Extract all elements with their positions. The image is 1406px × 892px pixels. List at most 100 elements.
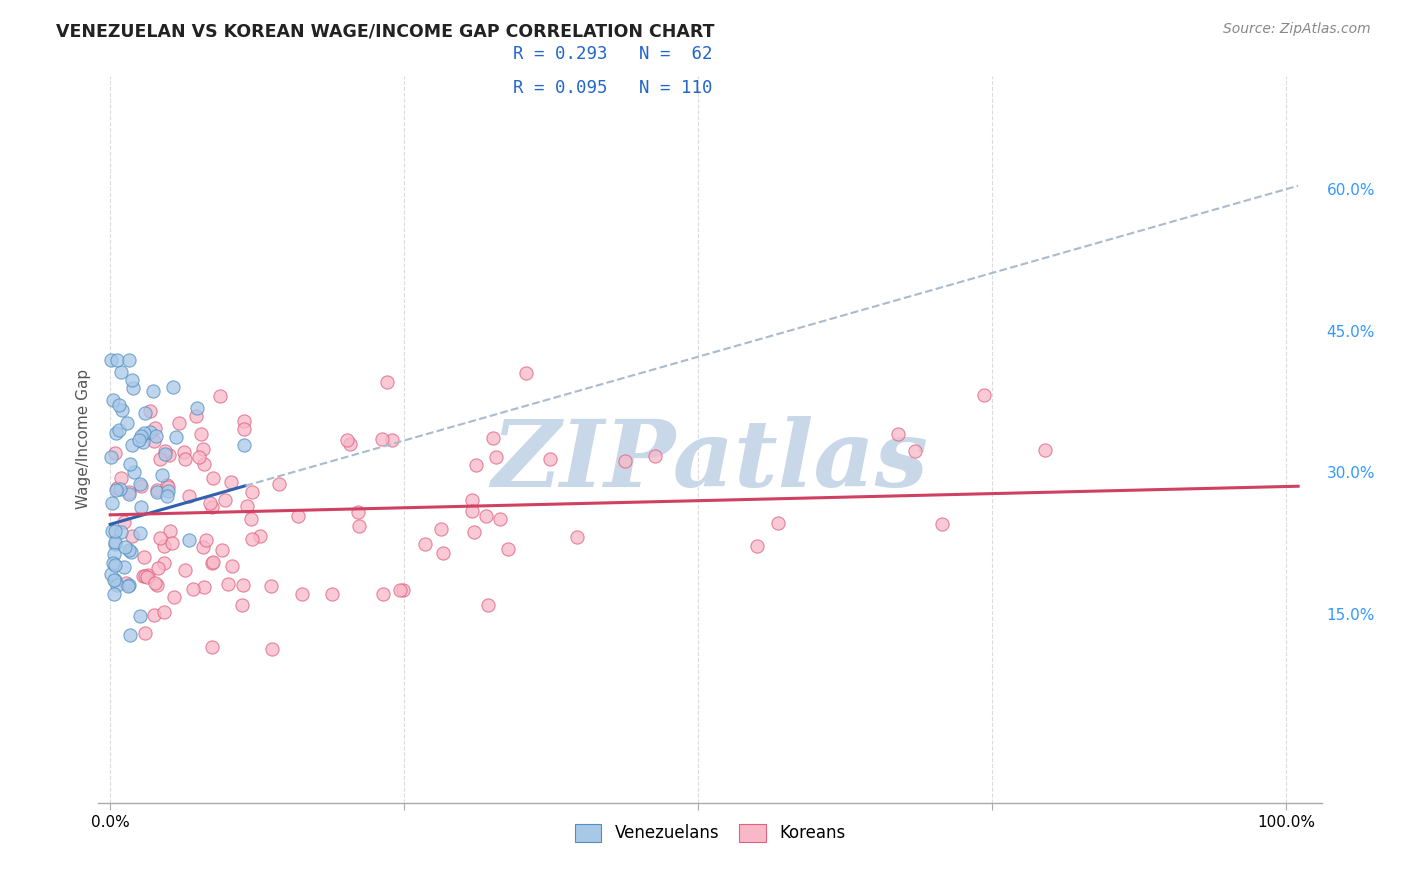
Point bbox=[179, 533, 201, 548]
Point bbox=[157, 483, 180, 498]
Point bbox=[538, 452, 561, 467]
Point bbox=[233, 414, 256, 428]
Point bbox=[371, 432, 394, 446]
Point bbox=[485, 450, 508, 464]
Point bbox=[100, 496, 122, 510]
Text: Source: ZipAtlas.com: Source: ZipAtlas.com bbox=[1223, 22, 1371, 37]
Point bbox=[267, 476, 290, 491]
Point bbox=[118, 485, 141, 500]
Point bbox=[110, 403, 132, 417]
Text: VENEZUELAN VS KOREAN WAGE/INCOME GAP CORRELATION CHART: VENEZUELAN VS KOREAN WAGE/INCOME GAP COR… bbox=[56, 22, 714, 40]
Point bbox=[931, 516, 953, 531]
Point bbox=[232, 578, 254, 592]
Point bbox=[165, 430, 187, 444]
Point bbox=[186, 401, 208, 415]
Point bbox=[100, 567, 122, 582]
Point bbox=[100, 450, 122, 465]
Point bbox=[477, 598, 499, 612]
Point bbox=[104, 483, 127, 497]
Text: ZIPatlas: ZIPatlas bbox=[492, 417, 928, 506]
Point bbox=[117, 416, 139, 430]
Point bbox=[482, 431, 505, 445]
Point bbox=[496, 542, 519, 557]
Point bbox=[104, 537, 127, 551]
Point bbox=[131, 500, 153, 515]
Point bbox=[432, 546, 454, 560]
Point bbox=[371, 586, 394, 600]
Point bbox=[321, 587, 343, 601]
Point bbox=[104, 558, 127, 572]
Point bbox=[117, 579, 139, 593]
Point bbox=[173, 563, 195, 577]
Point bbox=[198, 496, 221, 510]
Point bbox=[118, 353, 141, 368]
Point bbox=[157, 448, 180, 462]
Point bbox=[232, 422, 254, 436]
Point bbox=[104, 426, 127, 441]
Point bbox=[105, 577, 128, 591]
Point bbox=[105, 353, 128, 368]
Point bbox=[153, 447, 176, 461]
Point bbox=[118, 578, 141, 592]
Point bbox=[156, 478, 179, 492]
Point bbox=[128, 609, 150, 624]
Point bbox=[465, 458, 488, 472]
Point bbox=[193, 442, 215, 456]
Point bbox=[100, 353, 122, 368]
Point bbox=[112, 560, 135, 574]
Point bbox=[149, 532, 172, 546]
Point bbox=[142, 434, 165, 449]
Point bbox=[463, 524, 485, 539]
Point bbox=[101, 393, 124, 408]
Point bbox=[156, 489, 179, 503]
Point bbox=[121, 529, 143, 543]
Point bbox=[145, 578, 167, 592]
Point bbox=[211, 542, 233, 557]
Point bbox=[193, 457, 215, 471]
Point bbox=[167, 416, 190, 430]
Point bbox=[219, 475, 242, 490]
Point bbox=[153, 556, 176, 570]
Point bbox=[214, 492, 236, 507]
Point bbox=[120, 457, 142, 471]
Point bbox=[163, 590, 186, 604]
Point bbox=[107, 398, 129, 412]
Point bbox=[128, 433, 150, 447]
Point bbox=[112, 515, 135, 529]
Point bbox=[201, 556, 224, 570]
Point bbox=[159, 524, 181, 538]
Point bbox=[142, 384, 165, 398]
Point bbox=[181, 582, 204, 596]
Point bbox=[107, 423, 129, 437]
Point bbox=[129, 479, 152, 493]
Point bbox=[231, 598, 253, 612]
Point bbox=[347, 505, 370, 519]
Point bbox=[150, 467, 173, 482]
Point bbox=[145, 576, 167, 591]
Point bbox=[388, 582, 411, 597]
Point bbox=[156, 480, 179, 494]
Point bbox=[188, 450, 211, 464]
Point bbox=[377, 375, 399, 389]
Point bbox=[474, 508, 496, 523]
Point bbox=[904, 443, 927, 458]
Point bbox=[413, 536, 436, 550]
Point bbox=[644, 450, 666, 464]
Point bbox=[104, 573, 127, 587]
Point bbox=[145, 483, 167, 497]
Point bbox=[105, 481, 128, 495]
Point bbox=[515, 366, 537, 380]
Point bbox=[148, 561, 170, 575]
Point bbox=[177, 489, 200, 503]
Point bbox=[132, 569, 155, 583]
Point bbox=[103, 573, 125, 587]
Point bbox=[461, 504, 484, 518]
Point bbox=[193, 580, 215, 594]
Point bbox=[186, 409, 208, 424]
Point bbox=[122, 465, 145, 479]
Point bbox=[143, 421, 166, 435]
Point bbox=[121, 438, 143, 452]
Point bbox=[136, 568, 159, 582]
Point bbox=[139, 404, 162, 418]
Point bbox=[110, 365, 132, 379]
